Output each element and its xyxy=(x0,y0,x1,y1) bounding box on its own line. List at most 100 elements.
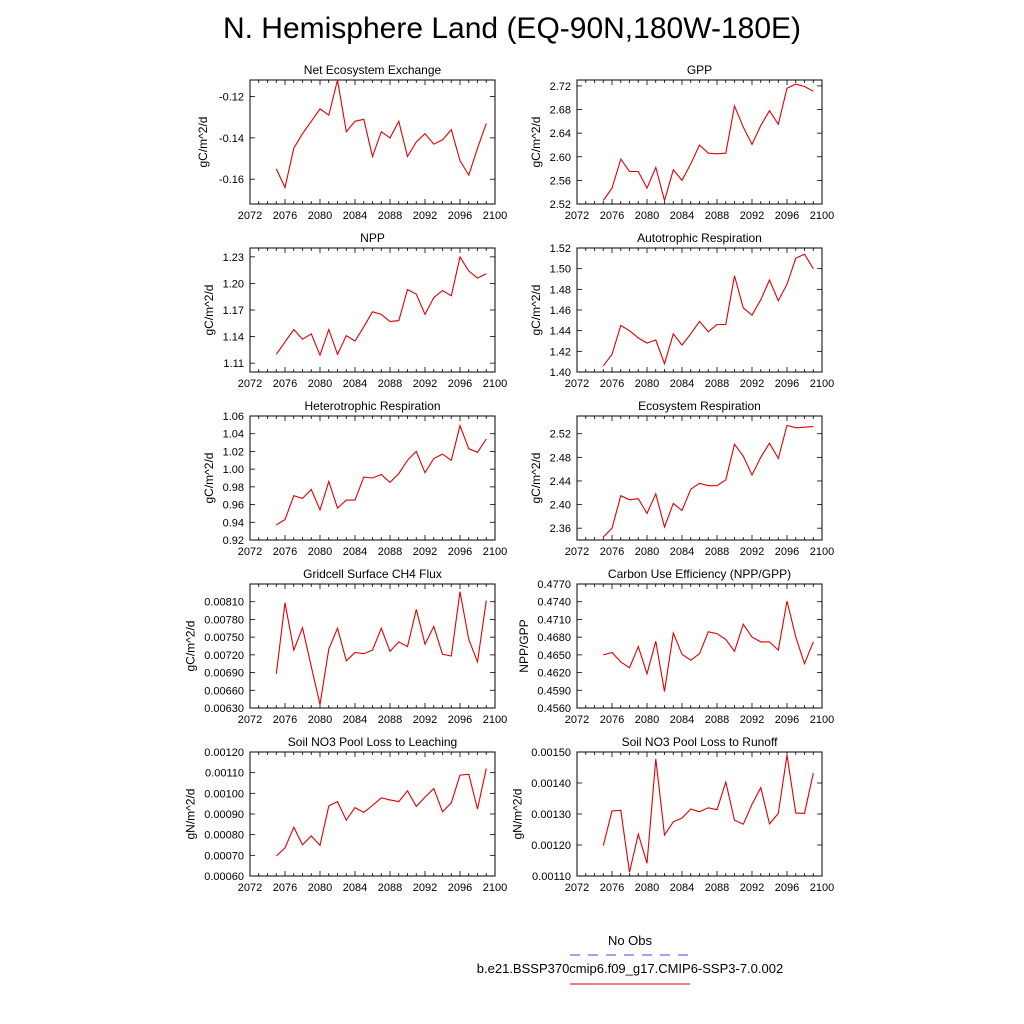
chart-panel-9: Soil NO3 Pool Loss to Leaching 2072 2076 20… xyxy=(184,735,508,894)
plot-frame xyxy=(576,583,823,709)
x-tick-label: 2076 xyxy=(273,882,297,894)
x-tick-label: 2072 xyxy=(565,546,589,558)
y-tick-label: 0.00120 xyxy=(531,840,571,852)
x-tick-label: 2092 xyxy=(740,378,764,390)
y-tick-label: 0.00070 xyxy=(204,850,244,862)
series-line xyxy=(276,423,487,526)
y-tick-label: 0.00110 xyxy=(532,871,571,883)
y-axis-label: gC/m^2/d xyxy=(529,453,543,504)
x-tick-label: 2092 xyxy=(413,210,437,222)
x-tick-label: 2084 xyxy=(343,546,367,558)
x-tick-label: 2092 xyxy=(740,714,764,726)
x-tick-label: 2100 xyxy=(483,714,507,726)
x-tick-label: 2080 xyxy=(635,714,659,726)
x-tick-label: 2096 xyxy=(775,378,799,390)
y-tick-label: 1.52 xyxy=(550,243,571,255)
chart-panel-7: Gridcell Surface CH4 Flux 2072 2076 2080 208… xyxy=(184,567,508,726)
y-tick-label: 0.00140 xyxy=(531,778,571,790)
x-tick-label: 2076 xyxy=(600,882,624,894)
y-tick-label: 1.04 xyxy=(223,429,244,441)
x-tick-label: 2084 xyxy=(670,714,694,726)
y-tick-label: 0.94 xyxy=(223,517,244,529)
chart-title: Autotrophic Respiration xyxy=(637,231,762,245)
x-tick-label: 2096 xyxy=(448,378,472,390)
legend: No Obs b.e21.BSSP370cmip6.f09_g17.CMIP6-S… xyxy=(477,933,783,985)
x-tick-label: 2072 xyxy=(238,882,262,894)
x-tick-label: 2072 xyxy=(565,378,589,390)
y-tick-label: 2.68 xyxy=(550,105,571,117)
x-tick-label: 2100 xyxy=(483,546,507,558)
y-tick-label: 1.11 xyxy=(223,358,244,370)
x-tick-label: 2076 xyxy=(273,714,297,726)
y-tick-label: -0.12 xyxy=(219,92,244,104)
x-tick-label: 2076 xyxy=(600,546,624,558)
y-tick-label: -0.16 xyxy=(219,174,244,186)
chart-panel-1: Net Ecosystem Exchange 2072 2076 2080 2084 20… xyxy=(196,63,507,222)
y-tick-label: 0.4560 xyxy=(537,703,571,715)
x-tick-label: 2080 xyxy=(635,378,659,390)
series-line xyxy=(602,424,814,538)
y-tick-label: 0.00810 xyxy=(204,597,244,609)
y-tick-label: 0.00690 xyxy=(204,668,244,680)
y-axis-label: gC/m^2/d xyxy=(202,285,216,336)
y-tick-label: 0.4710 xyxy=(537,614,571,626)
legend-obs-label: No Obs xyxy=(608,933,653,948)
y-axis-label: gN/m^2/d xyxy=(184,789,198,840)
y-tick-label: 0.4650 xyxy=(537,650,571,662)
x-tick-label: 2096 xyxy=(448,210,472,222)
series-line xyxy=(275,768,487,857)
chart-panel-4: Autotrophic Respiration 2072 2076 2080 2084 2… xyxy=(529,231,834,390)
y-tick-label: 1.23 xyxy=(223,252,244,264)
y-tick-label: 0.4740 xyxy=(537,597,571,609)
y-tick-label: 2.56 xyxy=(550,175,571,187)
y-tick-label: 2.72 xyxy=(550,81,571,93)
y-tick-label: 0.92 xyxy=(223,535,244,547)
x-tick-label: 2076 xyxy=(600,210,624,222)
y-tick-label: 1.42 xyxy=(550,346,571,358)
x-tick-label: 2080 xyxy=(308,210,332,222)
y-tick-label: 2.36 xyxy=(550,523,571,535)
x-tick-label: 2072 xyxy=(238,546,262,558)
x-tick-label: 2084 xyxy=(670,546,694,558)
x-tick-label: 2100 xyxy=(483,210,507,222)
x-tick-label: 2080 xyxy=(635,882,659,894)
y-tick-label: 0.00080 xyxy=(204,830,244,842)
y-tick-label: 1.06 xyxy=(223,411,244,423)
y-tick-label: 0.00130 xyxy=(531,809,571,821)
chart-title: Net Ecosystem Exchange xyxy=(304,63,442,77)
x-tick-label: 2080 xyxy=(308,714,332,726)
y-tick-label: -0.14 xyxy=(219,133,244,145)
y-axis-label: NPP/GPP xyxy=(517,619,531,672)
x-tick-label: 2084 xyxy=(670,210,694,222)
y-tick-label: 1.00 xyxy=(223,464,244,476)
x-tick-label: 2088 xyxy=(378,546,402,558)
y-tick-label: 1.02 xyxy=(223,446,244,458)
y-axis-label: gC/m^2/d xyxy=(196,117,210,168)
chart-panel-8: Carbon Use Efficiency (NPP/GPP) 2072 2076 2… xyxy=(517,567,834,726)
chart-title: Carbon Use Efficiency (NPP/GPP) xyxy=(608,567,791,581)
series-line xyxy=(602,253,814,367)
x-tick-label: 2072 xyxy=(565,714,589,726)
legend-case-label: b.e21.BSSP370cmip6.f09_g17.CMIP6-SSP3-7.… xyxy=(477,961,783,976)
y-tick-label: 2.64 xyxy=(550,128,571,140)
y-tick-label: 0.00750 xyxy=(204,632,244,644)
x-tick-label: 2100 xyxy=(483,882,507,894)
y-tick-label: 0.00720 xyxy=(204,650,244,662)
x-tick-label: 2088 xyxy=(705,882,729,894)
chart-panel-6: Ecosystem Respiration 2072 2076 2080 2084 208… xyxy=(529,399,834,558)
x-tick-label: 2084 xyxy=(670,378,694,390)
y-tick-label: 2.44 xyxy=(550,476,571,488)
x-tick-label: 2072 xyxy=(238,210,262,222)
y-tick-label: 0.00110 xyxy=(205,768,244,780)
y-tick-label: 1.44 xyxy=(550,326,571,338)
chart-panel-10: Soil NO3 Pool Loss to Runoff 2072 2076 2080… xyxy=(511,735,835,894)
x-tick-label: 2080 xyxy=(308,882,332,894)
y-tick-label: 0.00060 xyxy=(204,871,244,883)
x-tick-label: 2084 xyxy=(343,882,367,894)
y-tick-label: 1.20 xyxy=(223,278,244,290)
x-tick-label: 2080 xyxy=(308,546,332,558)
y-tick-label: 1.46 xyxy=(550,305,571,317)
y-tick-label: 0.00090 xyxy=(204,809,244,821)
x-tick-label: 2088 xyxy=(705,546,729,558)
